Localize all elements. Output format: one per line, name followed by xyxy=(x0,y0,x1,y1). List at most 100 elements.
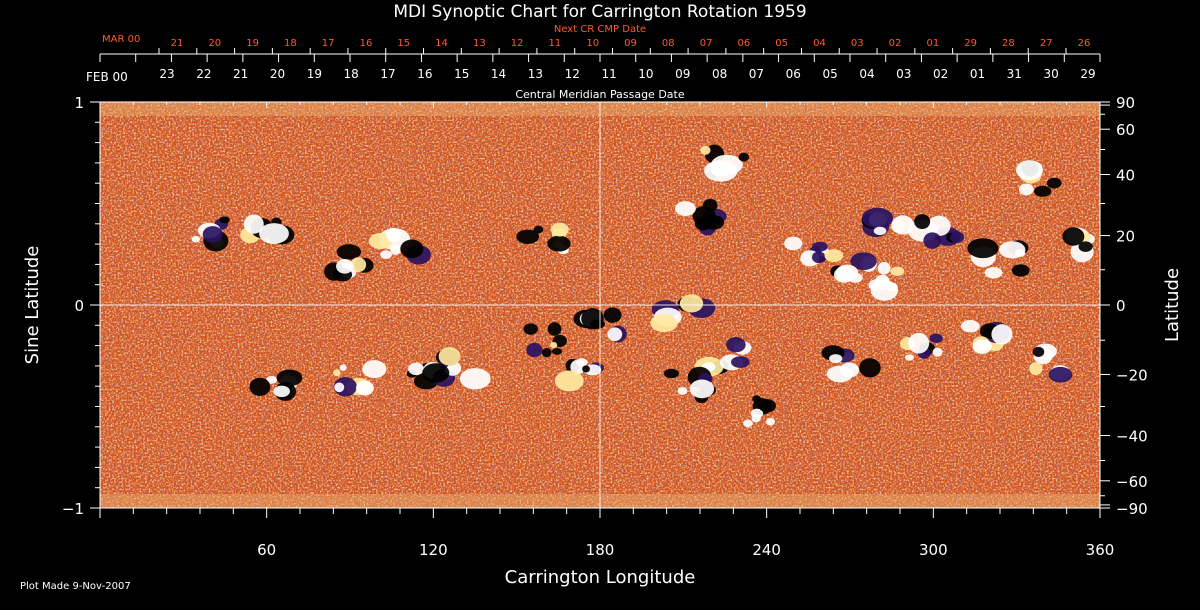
next-cmp-day-label: 20 xyxy=(208,38,221,49)
region-patch xyxy=(967,238,999,259)
next-cmp-day-label: 09 xyxy=(624,38,637,49)
region-patch xyxy=(533,225,544,234)
region-patch xyxy=(927,215,951,236)
x-tick-label: 180 xyxy=(586,541,615,559)
cmp-day-label: 09 xyxy=(675,67,690,81)
region-patch xyxy=(249,377,271,396)
region-patch xyxy=(400,239,424,259)
y-left-tick-label: 1 xyxy=(74,94,84,112)
region-patch xyxy=(541,348,552,358)
cmp-day-label: 14 xyxy=(491,67,506,81)
x-tick-label: 240 xyxy=(752,541,781,559)
region-patch xyxy=(339,364,347,372)
cmp-day-label: 10 xyxy=(638,67,653,81)
y-left-tick-label: 0 xyxy=(74,297,84,315)
next-cmp-day-label: 05 xyxy=(775,38,788,49)
cmp-day-label: 02 xyxy=(933,67,948,81)
region-patch xyxy=(861,207,894,229)
region-patch xyxy=(380,250,393,259)
region-patch xyxy=(752,395,762,403)
next-cmp-day-label: 21 xyxy=(171,38,184,49)
region-patch xyxy=(1062,227,1085,246)
region-patch xyxy=(932,347,943,357)
y-right-tick-label: 60 xyxy=(1116,121,1135,139)
cmp-day-label: 13 xyxy=(528,67,543,81)
next-cmp-day-label: 26 xyxy=(1078,38,1091,49)
next-cmp-day-label: 10 xyxy=(586,38,599,49)
y-right-tick-label: 40 xyxy=(1116,167,1135,185)
next-cmp-day-label: 17 xyxy=(322,38,335,49)
region-patch xyxy=(890,266,905,277)
region-patch xyxy=(202,226,223,243)
region-patch xyxy=(336,258,354,274)
next-cmp-day-label: 29 xyxy=(964,38,977,49)
next-cmp-days: 21 20 19 18 17 16 15 14 13 12 11 10 09 08 07 06 05 04 03 02… xyxy=(158,38,1091,54)
region-patch xyxy=(1032,346,1045,358)
cmp-day-label: 17 xyxy=(380,67,395,81)
region-patch xyxy=(679,294,704,313)
y-right-tick-label: −90 xyxy=(1116,500,1148,518)
next-cmp-day-label: 18 xyxy=(284,38,297,49)
next-cmp-day-label: 01 xyxy=(926,38,939,49)
region-patch xyxy=(219,216,230,224)
plot-made-footer: Plot Made 9-Nov-2007 xyxy=(20,581,131,592)
region-patch xyxy=(677,387,688,395)
cmp-day-label: 04 xyxy=(859,67,874,81)
region-patch xyxy=(811,251,826,264)
cmp-day-label: 20 xyxy=(270,67,285,81)
y-axis-left: −1 0 1 xyxy=(62,94,100,518)
region-patch xyxy=(266,375,278,384)
region-patch xyxy=(908,332,930,354)
region-patch xyxy=(554,370,584,392)
region-patch xyxy=(731,356,750,368)
cmp-day-label: 06 xyxy=(786,67,801,81)
region-patch xyxy=(334,382,345,393)
next-cmp-day-label: 11 xyxy=(549,38,562,49)
region-patch xyxy=(1034,185,1052,197)
region-patch xyxy=(1011,264,1030,277)
region-patch xyxy=(422,363,450,383)
region-patch xyxy=(850,252,877,271)
region-patch xyxy=(766,418,775,426)
y-right-tick-label: −20 xyxy=(1116,366,1148,384)
y-axis-left-label: Sine Latitude xyxy=(22,246,43,365)
region-patch xyxy=(575,358,588,367)
active-regions xyxy=(191,144,1095,428)
cmp-day-label: 08 xyxy=(712,67,727,81)
region-patch xyxy=(276,369,303,387)
region-patch xyxy=(694,216,712,231)
region-patch xyxy=(1046,177,1062,189)
cmp-day-label: 16 xyxy=(417,67,432,81)
x-tick-label: 300 xyxy=(919,541,948,559)
region-patch xyxy=(877,261,891,275)
cmp-day-label: 07 xyxy=(749,67,764,81)
region-patch xyxy=(386,227,401,243)
y-right-tick-label: −40 xyxy=(1116,427,1148,445)
region-patch xyxy=(526,342,543,358)
region-patch xyxy=(710,162,731,177)
next-cmp-month: MAR 00 xyxy=(102,34,140,45)
region-patch xyxy=(873,226,887,236)
region-patch xyxy=(603,307,622,323)
region-patch xyxy=(333,369,341,377)
y-axis-right: 90 60 40 20 0 −20 −40 −60 −90 xyxy=(1100,94,1148,518)
region-patch xyxy=(1048,366,1073,383)
region-patch xyxy=(991,324,1013,345)
region-patch xyxy=(914,214,931,230)
region-patch xyxy=(582,365,590,373)
cmp-day-label: 22 xyxy=(196,67,211,81)
cmp-day-label: 29 xyxy=(1080,67,1095,81)
region-patch xyxy=(355,380,374,396)
region-patch xyxy=(1029,362,1043,376)
region-patch xyxy=(650,314,678,333)
next-cmp-day-label: 14 xyxy=(435,38,448,49)
next-cmp-day-label: 15 xyxy=(397,38,410,49)
region-patch xyxy=(551,348,563,355)
cmp-month: FEB 00 xyxy=(86,70,128,84)
x-axis: 60 120 180 240 300 360 xyxy=(99,102,1114,559)
magnetogram-field xyxy=(100,102,1100,508)
next-cmp-day-label: 16 xyxy=(360,38,373,49)
region-patch xyxy=(960,320,980,333)
region-patch xyxy=(550,222,569,237)
